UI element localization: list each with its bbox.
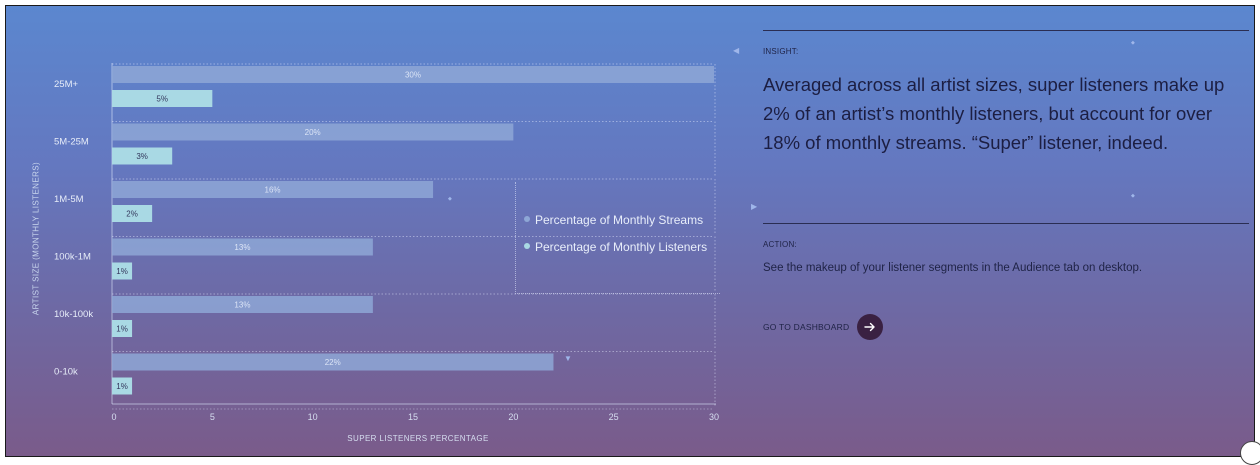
bar-label-streams: 22%	[325, 358, 341, 367]
x-tick-label: 30	[709, 412, 719, 422]
bar-label-streams: 16%	[265, 186, 281, 195]
chart-legend: Percentage of Monthly Streams Percentage…	[515, 182, 720, 294]
sparkle-icon: ◆	[448, 196, 452, 202]
bar-listeners	[112, 147, 173, 165]
bar-streams	[112, 353, 554, 371]
legend-item-streams: Percentage of Monthly Streams	[524, 213, 703, 227]
bar-label-listeners: 1%	[116, 325, 128, 334]
y-axis-title: ARTIST SIZE (MONTHLY LISTENERS)	[31, 161, 41, 316]
category-label: 25M+	[54, 79, 78, 90]
category-label: 1M-5M	[54, 194, 84, 205]
sparkle-icon: ◀	[733, 46, 740, 55]
bar-label-streams: 13%	[234, 301, 250, 310]
bar-chart: 0 5 10 15 20 25 30 25M+ 30% 5% 5M-25M 20% 3% 1M-5M 16%…	[54, 63, 719, 422]
insight-card: 0 5 10 15 20 25 30 25M+ 30% 5% 5M-25M 20% 3% 1M-5M 16%…	[5, 5, 1255, 457]
bar-listeners	[112, 377, 133, 395]
legend-label-streams: Percentage of Monthly Streams	[535, 213, 704, 227]
arrow-right-icon[interactable]	[857, 314, 884, 340]
go-to-dashboard-label: GO TO DASHBOARD	[763, 322, 850, 332]
legend-swatch-listeners	[524, 243, 530, 249]
bar-streams	[112, 238, 373, 256]
sparkle-icon: ▼	[564, 354, 572, 363]
x-tick-label: 15	[408, 412, 418, 422]
bar-label-streams: 20%	[305, 128, 321, 137]
bar-streams	[112, 66, 714, 83]
bar-label-listeners: 1%	[116, 382, 128, 391]
legend-item-listeners: Percentage of Monthly Listeners	[524, 240, 707, 254]
category-label: 10k-100k	[54, 309, 93, 320]
x-axis-title: SUPER LISTENERS PERCENTAGE	[347, 434, 489, 443]
bar-listeners	[112, 90, 213, 107]
x-tick-label: 20	[508, 412, 518, 422]
bar-streams	[112, 181, 434, 198]
bar-label-listeners: 1%	[116, 267, 128, 276]
bar-label-listeners: 3%	[136, 152, 148, 161]
bar-label-listeners: 2%	[126, 210, 138, 219]
x-tick-label: 0	[111, 412, 116, 422]
insight-divider	[763, 30, 1249, 31]
bar-streams	[112, 123, 514, 141]
category-label: 5M-25M	[54, 137, 89, 148]
category-label: 100k-1M	[54, 252, 91, 263]
insight-label: INSIGHT:	[763, 47, 799, 56]
action-divider	[763, 223, 1249, 224]
action-text: See the makeup of your listener segments…	[763, 262, 1143, 274]
sparkle-icon: ◆	[1131, 40, 1135, 46]
category-label: 0-10k	[54, 367, 78, 378]
x-tick-label: 10	[308, 412, 318, 422]
x-tick-label: 25	[609, 412, 619, 422]
bar-listeners	[112, 205, 153, 222]
go-to-dashboard-button[interactable]: GO TO DASHBOARD	[763, 314, 884, 340]
bar-label-streams: 30%	[405, 71, 421, 80]
legend-swatch-streams	[524, 216, 530, 222]
bar-listeners	[112, 320, 133, 337]
sparkle-icon: ◆	[1131, 193, 1135, 199]
corner-badge	[1240, 441, 1260, 465]
legend-label-listeners: Percentage of Monthly Listeners	[535, 240, 708, 254]
action-label: ACTION:	[763, 240, 797, 249]
x-tick-label: 5	[210, 412, 215, 422]
sparkle-icon: ▶	[751, 202, 758, 211]
bar-listeners	[112, 262, 133, 280]
insight-text: Averaged across all artist sizes, super …	[763, 74, 1225, 153]
bar-label-listeners: 5%	[156, 95, 168, 104]
bar-streams	[112, 296, 373, 313]
bar-label-streams: 13%	[234, 243, 250, 252]
